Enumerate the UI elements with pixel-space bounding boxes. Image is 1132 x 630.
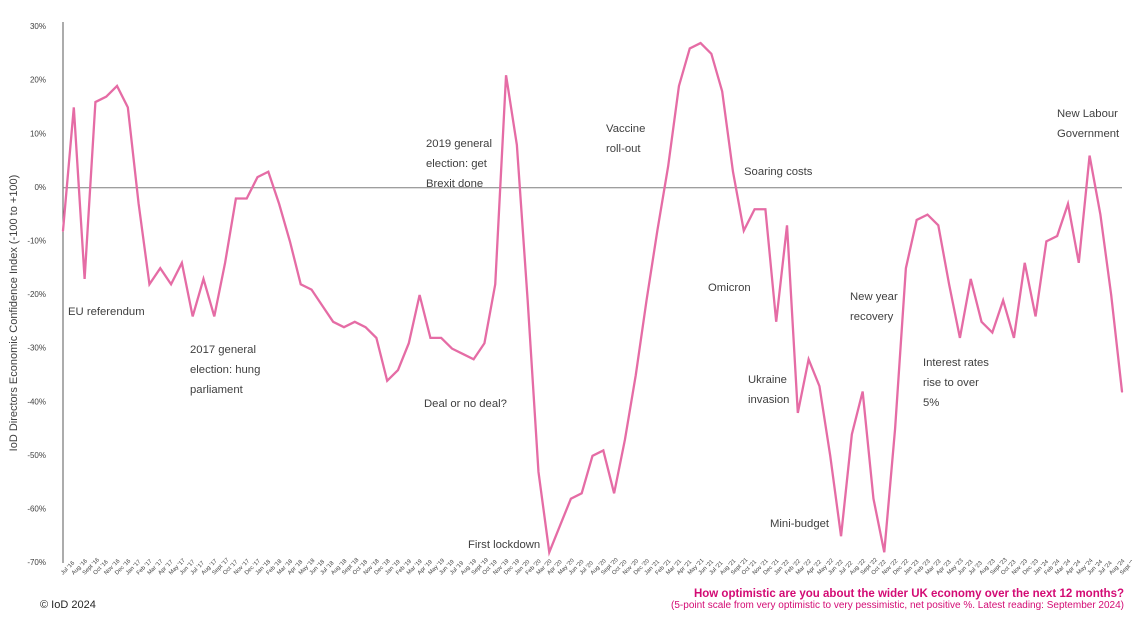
svg-text:parliament: parliament	[190, 384, 244, 396]
svg-text:Government: Government	[1057, 128, 1120, 140]
svg-text:2017 general: 2017 general	[190, 344, 256, 356]
svg-text:10%: 10%	[30, 129, 46, 138]
svg-text:election: hung: election: hung	[190, 364, 260, 376]
svg-text:invasion: invasion	[748, 394, 789, 406]
svg-text:0%: 0%	[34, 183, 46, 192]
svg-text:Ukraine: Ukraine	[748, 374, 787, 386]
svg-text:-30%: -30%	[27, 344, 46, 353]
svg-text:rise to over: rise to over	[923, 377, 979, 389]
svg-text:5%: 5%	[923, 397, 939, 409]
svg-text:-50%: -50%	[27, 451, 46, 460]
svg-text:-70%: -70%	[27, 558, 46, 567]
svg-text:New year: New year	[850, 291, 898, 303]
svg-text:Interest rates: Interest rates	[923, 357, 989, 369]
svg-text:New Labour: New Labour	[1057, 108, 1118, 120]
svg-text:-60%: -60%	[27, 505, 46, 514]
svg-text:First lockdown: First lockdown	[468, 539, 540, 551]
svg-text:recovery: recovery	[850, 311, 894, 323]
svg-text:-20%: -20%	[27, 290, 46, 299]
svg-text:Soaring costs: Soaring costs	[744, 166, 813, 178]
svg-text:-10%: -10%	[27, 237, 46, 246]
svg-text:-40%: -40%	[27, 397, 46, 406]
svg-text:Mini-budget: Mini-budget	[770, 518, 830, 530]
svg-text:roll-out: roll-out	[606, 143, 641, 155]
svg-text:30%: 30%	[30, 22, 46, 31]
svg-text:Deal or no deal?: Deal or no deal?	[424, 398, 507, 410]
svg-text:20%: 20%	[30, 76, 46, 85]
svg-text:election: get: election: get	[426, 158, 488, 170]
svg-text:2019 general: 2019 general	[426, 138, 492, 150]
svg-text:EU referendum: EU referendum	[68, 306, 145, 318]
svg-text:Omicron: Omicron	[708, 282, 751, 294]
svg-text:Brexit done: Brexit done	[426, 178, 483, 190]
svg-text:Vaccine: Vaccine	[606, 123, 645, 135]
